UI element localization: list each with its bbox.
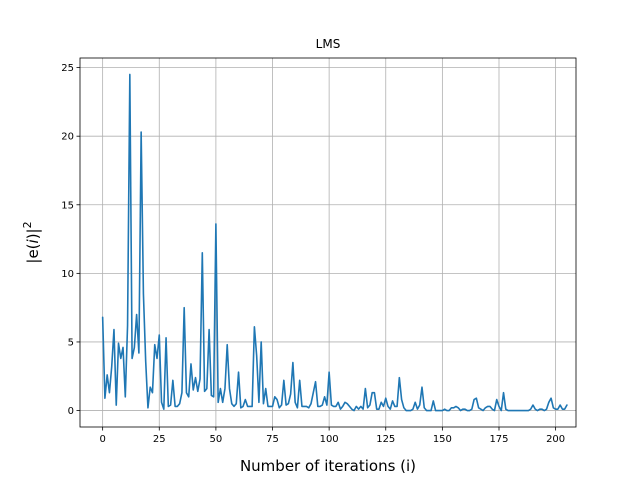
x-axis-label: Number of iterations (i) — [240, 457, 416, 475]
grid-lines — [80, 58, 576, 427]
y-axis-label-part-2: i — [24, 238, 42, 243]
x-tick-label: 125 — [376, 434, 395, 445]
y-axis-label-part-3: )| — [24, 228, 42, 239]
x-tick-label: 150 — [433, 434, 452, 445]
plot-frame — [79, 57, 577, 428]
y-tick-label: 20 — [61, 132, 74, 143]
series-line-error — [101, 73, 568, 412]
x-tick-label: 175 — [489, 434, 508, 445]
y-tick-label: 15 — [61, 200, 74, 211]
x-tick-label: 50 — [210, 434, 223, 445]
series-layer — [101, 73, 568, 412]
x-axis-ticks: 0 25 50 75 100 125 150 175 200 — [99, 427, 565, 445]
x-tick-label: 0 — [99, 434, 105, 445]
y-axis-label-part-1: |e( — [24, 243, 42, 263]
y-axis-ticks: 0 5 10 15 20 25 — [61, 63, 80, 417]
y-axis-label-exponent: 2 — [21, 221, 34, 228]
x-tick-label: 75 — [266, 434, 279, 445]
chart-title: LMS — [316, 37, 341, 51]
y-tick-label: 0 — [68, 406, 74, 417]
y-tick-label: 25 — [61, 63, 74, 74]
x-tick-label: 100 — [320, 434, 339, 445]
y-axis-label: |e(i)|2 — [21, 221, 42, 263]
x-tick-label: 200 — [546, 434, 565, 445]
x-tick-label: 25 — [153, 434, 166, 445]
y-tick-label: 5 — [68, 337, 74, 348]
y-tick-label: 10 — [61, 269, 74, 280]
